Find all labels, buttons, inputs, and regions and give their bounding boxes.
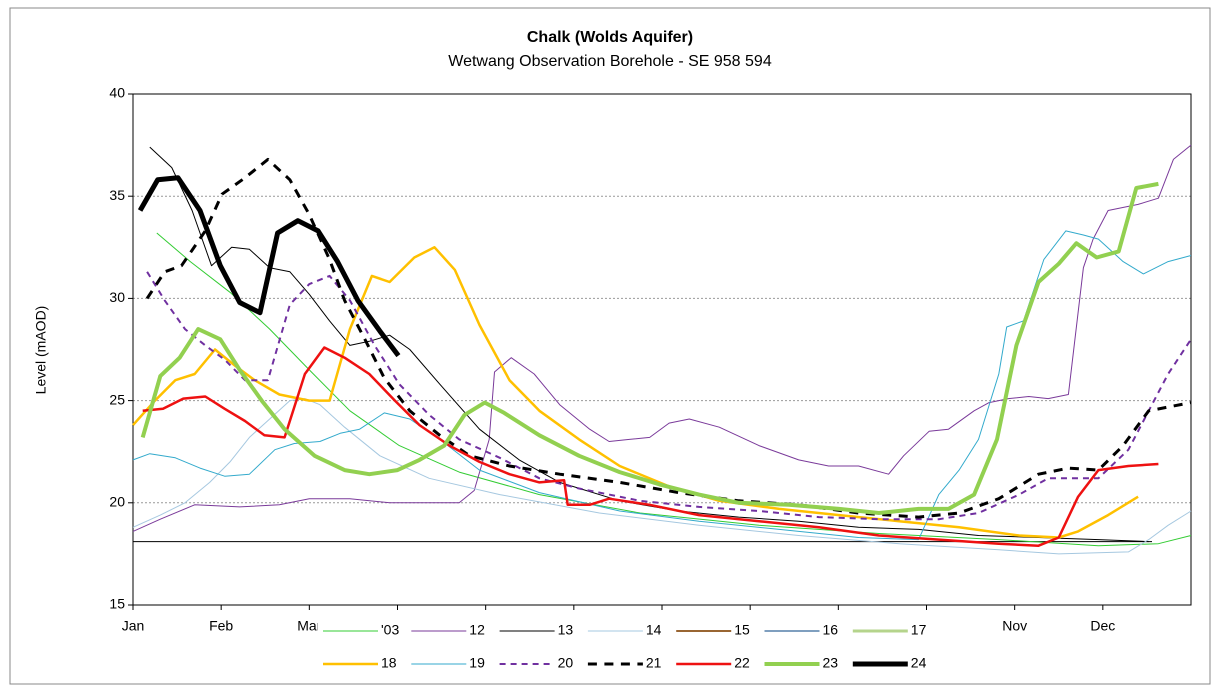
series-line <box>137 175 401 358</box>
y-tick-label: 15 <box>109 596 125 612</box>
legend-label: 21 <box>646 655 662 671</box>
x-tick-label: Feb <box>209 618 233 634</box>
y-axis-label: Level (mAOD) <box>33 306 49 395</box>
legend-label: 24 <box>911 655 927 671</box>
series-line <box>146 271 1192 521</box>
series-line <box>140 181 1159 515</box>
x-tick-label: Mar <box>297 618 321 634</box>
legend-label: 22 <box>734 655 750 671</box>
y-tick-label: 20 <box>109 494 125 510</box>
y-tick-label: 30 <box>109 289 125 305</box>
legend-label: 15 <box>734 622 750 638</box>
legend-label: 14 <box>646 622 662 638</box>
legend-label: 12 <box>469 622 485 638</box>
series-line <box>145 157 1192 519</box>
chart-frame <box>9 7 1211 685</box>
legend-label: 17 <box>911 622 927 638</box>
legend-label: 19 <box>469 655 485 671</box>
legend <box>318 614 938 680</box>
x-tick-label: Dec <box>1090 618 1115 634</box>
plot-area <box>132 93 1192 606</box>
legend-label: 16 <box>823 622 839 638</box>
series-line <box>142 346 1159 547</box>
y-tick-label: 25 <box>109 391 125 407</box>
chart-title: Chalk (Wolds Aquifer) <box>527 29 693 46</box>
y-tick-label: 40 <box>109 85 125 101</box>
y-tick-label: 35 <box>109 187 125 203</box>
legend-label: 13 <box>558 622 574 638</box>
x-tick-label: Nov <box>1002 618 1027 634</box>
legend-label: '03 <box>381 622 399 638</box>
series-line <box>132 230 1192 541</box>
x-tick-label: Jan <box>122 618 145 634</box>
chart-subtitle: Wetwang Observation Borehole - SE 958 59… <box>448 53 772 70</box>
legend-label: 23 <box>823 655 839 671</box>
legend-label: 20 <box>558 655 574 671</box>
series-line <box>132 144 1192 532</box>
series-line <box>149 146 1149 543</box>
legend-label: 18 <box>381 655 397 671</box>
